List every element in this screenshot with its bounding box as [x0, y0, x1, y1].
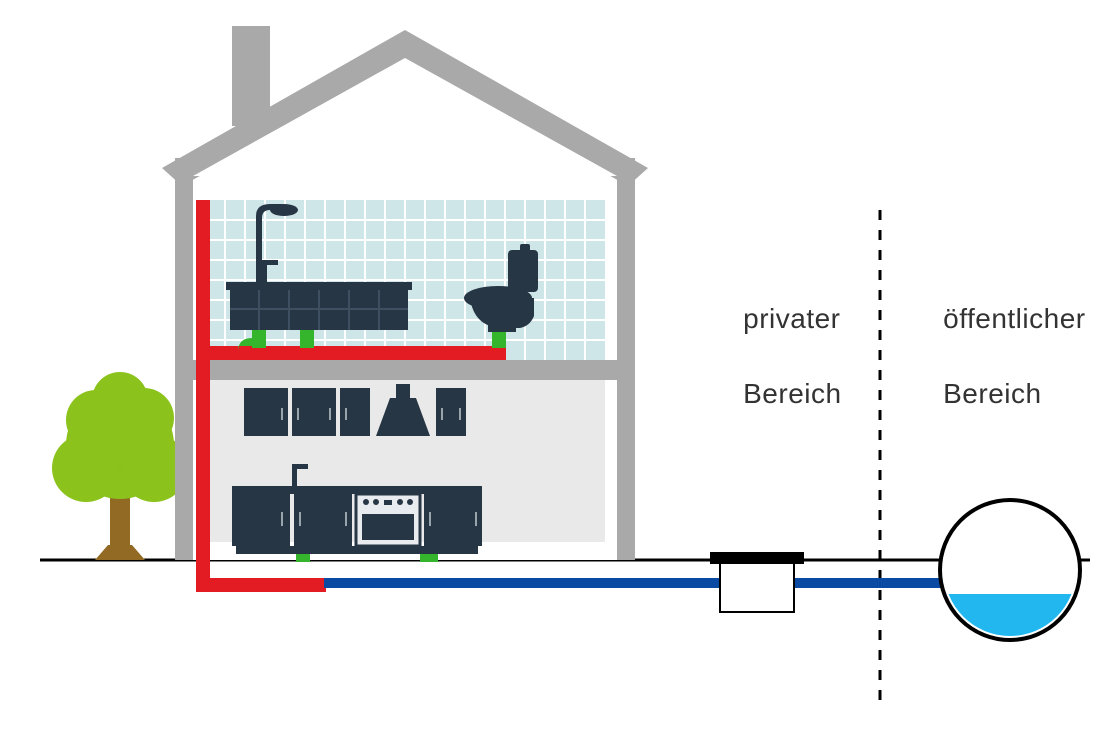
label-public-line2: Bereich: [943, 378, 1041, 409]
inspection-box: [710, 552, 804, 612]
label-public-line1: öffentlicher: [943, 303, 1085, 334]
label-private-line1: privater: [743, 303, 840, 334]
label-private: privater Bereich: [710, 262, 842, 451]
blue-pipe: [324, 578, 946, 588]
tree: [52, 372, 188, 560]
label-public: öffentlicher Bereich: [910, 262, 1086, 451]
label-private-line2: Bereich: [743, 378, 841, 409]
sewer-main: [940, 500, 1080, 644]
oven-icon: [356, 494, 420, 546]
diagram-stage: privater Bereich öffentlicher Bereich: [0, 0, 1112, 746]
